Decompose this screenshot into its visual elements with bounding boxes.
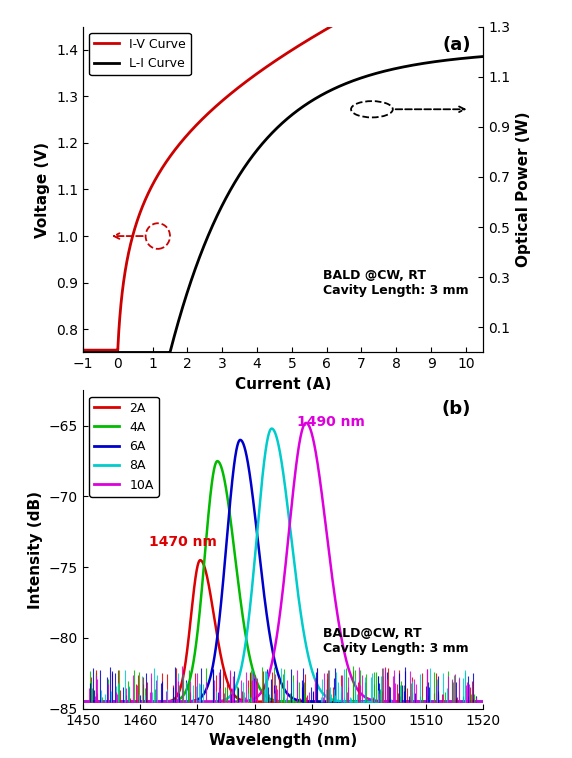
Line: 10A: 10A bbox=[83, 423, 483, 702]
10A bbox=[303, 418, 309, 428]
2A bbox=[101, 697, 108, 706]
6A bbox=[231, 460, 237, 469]
6A bbox=[237, 435, 244, 444]
6A bbox=[273, 666, 280, 675]
8A bbox=[351, 697, 358, 706]
Text: 1470 nm: 1470 nm bbox=[149, 535, 217, 549]
10A bbox=[101, 697, 108, 706]
2A bbox=[480, 697, 487, 706]
Legend: 2A, 4A, 6A, 8A, 10A: 2A, 4A, 6A, 8A, 10A bbox=[89, 396, 158, 496]
Line: 8A: 8A bbox=[83, 428, 483, 702]
4A bbox=[231, 544, 237, 553]
Y-axis label: Intensity (dB): Intensity (dB) bbox=[28, 490, 43, 609]
Y-axis label: Voltage (V): Voltage (V) bbox=[35, 142, 50, 237]
Line: 4A: 4A bbox=[83, 461, 483, 702]
X-axis label: Wavelength (nm): Wavelength (nm) bbox=[209, 733, 358, 748]
Legend: I-V Curve, L-I Curve: I-V Curve, L-I Curve bbox=[89, 33, 191, 75]
2A bbox=[184, 641, 191, 650]
4A bbox=[184, 682, 191, 691]
10A bbox=[80, 697, 86, 706]
6A bbox=[184, 697, 191, 706]
Text: (a): (a) bbox=[443, 36, 471, 55]
8A bbox=[239, 659, 245, 669]
2A bbox=[239, 696, 245, 705]
4A bbox=[273, 697, 280, 706]
6A bbox=[480, 697, 487, 706]
4A bbox=[239, 608, 245, 617]
2A bbox=[197, 556, 204, 565]
8A bbox=[101, 697, 108, 706]
6A bbox=[351, 697, 358, 706]
10A bbox=[231, 697, 237, 706]
6A bbox=[239, 437, 245, 446]
Text: BALD @CW, RT
Cavity Length: 3 mm: BALD @CW, RT Cavity Length: 3 mm bbox=[323, 269, 469, 297]
8A bbox=[80, 697, 86, 706]
Y-axis label: Optical Power (W): Optical Power (W) bbox=[516, 111, 531, 268]
10A bbox=[184, 697, 191, 706]
X-axis label: Current (A): Current (A) bbox=[235, 377, 331, 392]
4A bbox=[351, 697, 358, 706]
4A bbox=[101, 697, 108, 706]
10A bbox=[351, 678, 358, 688]
2A bbox=[231, 691, 237, 700]
8A bbox=[231, 686, 237, 695]
Text: (b): (b) bbox=[442, 400, 471, 418]
4A bbox=[480, 697, 487, 706]
Text: BALD@CW, RT
Cavity Length: 3 mm: BALD@CW, RT Cavity Length: 3 mm bbox=[323, 627, 469, 655]
8A bbox=[480, 697, 487, 706]
Text: 1490 nm: 1490 nm bbox=[297, 415, 366, 429]
10A bbox=[480, 697, 487, 706]
2A bbox=[273, 697, 280, 706]
10A bbox=[273, 631, 280, 641]
6A bbox=[101, 697, 108, 706]
Line: 2A: 2A bbox=[83, 560, 483, 702]
6A bbox=[80, 697, 86, 706]
4A bbox=[80, 697, 86, 706]
2A bbox=[351, 697, 358, 706]
8A bbox=[273, 434, 280, 443]
8A bbox=[268, 424, 275, 433]
Line: 6A: 6A bbox=[83, 440, 483, 702]
2A bbox=[80, 697, 86, 706]
4A bbox=[214, 456, 221, 465]
10A bbox=[239, 697, 245, 706]
8A bbox=[184, 697, 191, 706]
